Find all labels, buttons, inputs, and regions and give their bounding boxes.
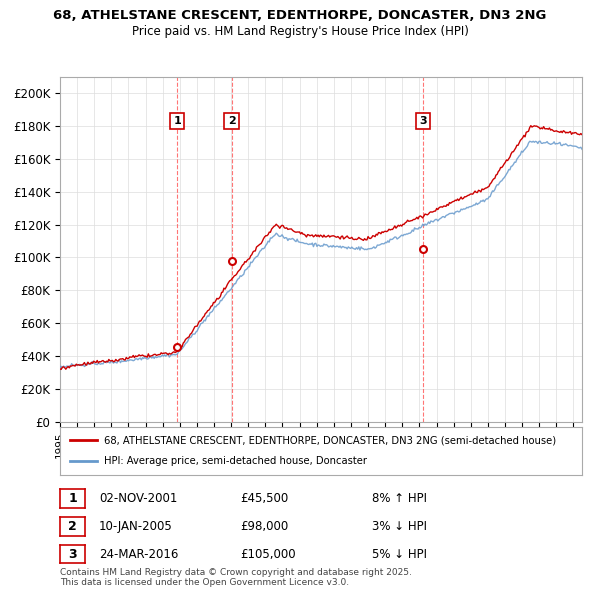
Text: Contains HM Land Registry data © Crown copyright and database right 2025.
This d: Contains HM Land Registry data © Crown c…: [60, 568, 412, 587]
Text: 2: 2: [228, 116, 236, 126]
Text: 24-MAR-2016: 24-MAR-2016: [99, 548, 178, 560]
Text: Price paid vs. HM Land Registry's House Price Index (HPI): Price paid vs. HM Land Registry's House …: [131, 25, 469, 38]
Text: 2: 2: [68, 520, 77, 533]
Text: 5% ↓ HPI: 5% ↓ HPI: [372, 548, 427, 560]
Text: 10-JAN-2005: 10-JAN-2005: [99, 520, 173, 533]
Text: HPI: Average price, semi-detached house, Doncaster: HPI: Average price, semi-detached house,…: [104, 457, 367, 467]
Text: 3: 3: [68, 548, 77, 560]
Text: £98,000: £98,000: [240, 520, 288, 533]
Text: 1: 1: [68, 492, 77, 505]
Text: 3% ↓ HPI: 3% ↓ HPI: [372, 520, 427, 533]
Text: 02-NOV-2001: 02-NOV-2001: [99, 492, 178, 505]
Text: £45,500: £45,500: [240, 492, 288, 505]
Text: 68, ATHELSTANE CRESCENT, EDENTHORPE, DONCASTER, DN3 2NG (semi-detached house): 68, ATHELSTANE CRESCENT, EDENTHORPE, DON…: [104, 435, 556, 445]
Text: 3: 3: [419, 116, 427, 126]
Text: 8% ↑ HPI: 8% ↑ HPI: [372, 492, 427, 505]
Text: 68, ATHELSTANE CRESCENT, EDENTHORPE, DONCASTER, DN3 2NG: 68, ATHELSTANE CRESCENT, EDENTHORPE, DON…: [53, 9, 547, 22]
Text: 1: 1: [173, 116, 181, 126]
Text: £105,000: £105,000: [240, 548, 296, 560]
